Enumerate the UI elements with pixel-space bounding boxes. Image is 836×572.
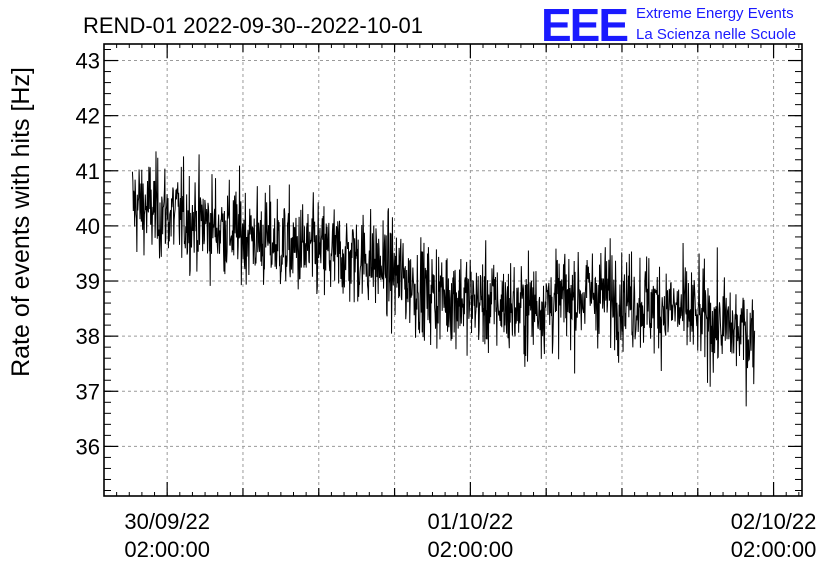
y-tick-label-0: 36 [76, 434, 100, 459]
x-tick-label-date-1: 01/10/22 [428, 509, 514, 534]
grid-lines [104, 44, 802, 496]
y-tick-label-5: 41 [76, 159, 100, 184]
eee-logo: EEE [541, 0, 627, 51]
x-tick-labels: 30/09/22 02:00:00 01/10/22 02:00:00 02/10/22… [124, 509, 816, 562]
y-axis-label: Rate of events with hits [Hz] [7, 67, 35, 377]
x-tick-label-date-2: 02/10/22 [731, 509, 817, 534]
y-tick-label-7: 43 [76, 49, 100, 74]
logo-line-1: Extreme Energy Events [636, 5, 794, 22]
x-tick-label-time-1: 02:00:00 [428, 537, 514, 562]
y-tick-label-1: 37 [76, 379, 100, 404]
y-tick-label-3: 39 [76, 269, 100, 294]
x-tick-label-time-2: 02:00:00 [731, 537, 817, 562]
y-tick-label-6: 42 [76, 104, 100, 129]
logo-line-2: La Scienza nelle Scuole [636, 26, 796, 43]
series-rate [131, 151, 756, 407]
y-tick-label-2: 38 [76, 324, 100, 349]
x-tick-label-date-0: 30/09/22 [124, 509, 210, 534]
series-line-rate [131, 151, 756, 407]
axes [103, 43, 803, 497]
plot-frame [103, 43, 803, 497]
y-tick-label-4: 40 [76, 214, 100, 239]
x-tick-label-time-0: 02:00:00 [124, 537, 210, 562]
y-tick-labels: 36 37 38 39 40 41 42 43 [76, 49, 100, 460]
chart-title: REND-01 2022-09-30--2022-10-01 [83, 13, 423, 38]
